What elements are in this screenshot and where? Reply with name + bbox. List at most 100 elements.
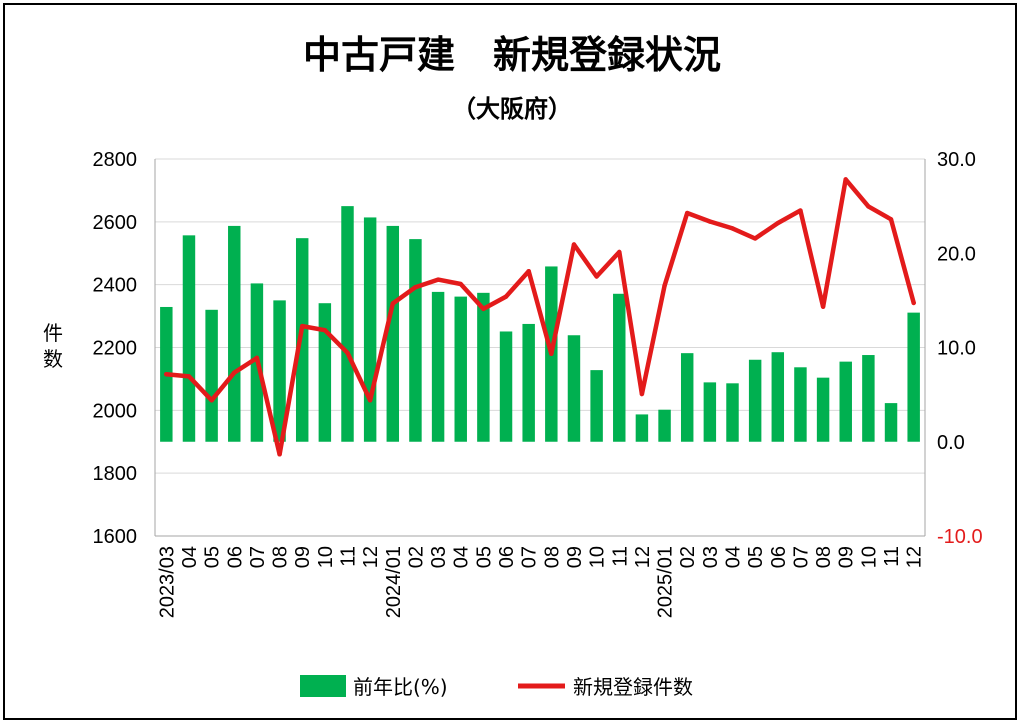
x-tick-label: 08 bbox=[813, 546, 835, 568]
bar bbox=[431, 291, 445, 442]
bar bbox=[907, 312, 920, 442]
line-point bbox=[254, 355, 260, 361]
bar bbox=[680, 353, 694, 442]
bar bbox=[794, 367, 807, 442]
legend-bar-swatch bbox=[300, 675, 346, 697]
line-point bbox=[458, 281, 463, 287]
line-point bbox=[617, 249, 622, 255]
bar bbox=[182, 235, 196, 442]
right-tick-label: 20.0 bbox=[937, 243, 976, 265]
x-tick-label: 10 bbox=[315, 546, 337, 568]
legend: 前年比(%) 新規登録件数 bbox=[300, 675, 693, 699]
line-point bbox=[481, 306, 486, 312]
left-tick-label: 2400 bbox=[93, 275, 138, 297]
bar bbox=[635, 414, 649, 442]
line-point bbox=[571, 242, 577, 247]
bar bbox=[816, 377, 830, 442]
line-point bbox=[866, 204, 871, 209]
bar bbox=[363, 217, 377, 442]
legend-bar-label: 前年比(%) bbox=[353, 675, 448, 699]
right-tick-label: 10.0 bbox=[937, 338, 976, 360]
x-tick-label: 08 bbox=[541, 546, 563, 568]
line-point bbox=[526, 268, 531, 274]
x-tick-label: 04 bbox=[723, 546, 745, 568]
line-point bbox=[186, 374, 192, 379]
x-tick-label: 05 bbox=[745, 546, 767, 568]
x-tick-label: 05 bbox=[202, 546, 224, 568]
line-point bbox=[300, 323, 305, 329]
x-tick-label: 09 bbox=[564, 546, 586, 568]
bar bbox=[590, 370, 603, 442]
bar bbox=[409, 239, 422, 442]
line-point bbox=[775, 220, 780, 226]
line-point bbox=[367, 398, 373, 403]
line-point bbox=[820, 304, 826, 309]
y-axis-label-char: 件 bbox=[43, 321, 63, 345]
x-tick-label: 12 bbox=[632, 546, 654, 568]
x-tick-label: 03 bbox=[700, 546, 722, 568]
x-tick-label: 10 bbox=[858, 546, 880, 568]
left-axis-ticks: 1600 1800 2000 2200 2400 2600 2800 bbox=[93, 149, 138, 548]
left-tick-label: 1800 bbox=[93, 463, 138, 485]
right-tick-label: 30.0 bbox=[937, 149, 976, 171]
line-point bbox=[503, 294, 509, 299]
line-point bbox=[209, 398, 214, 403]
x-tick-label: 04 bbox=[451, 546, 473, 568]
x-tick-label: 04 bbox=[179, 546, 201, 568]
bar bbox=[295, 238, 309, 442]
x-tick-label: 02 bbox=[677, 546, 699, 568]
bar bbox=[658, 409, 671, 442]
chart-title: 中古戸建 新規登録状況 bbox=[303, 33, 721, 77]
bar bbox=[318, 303, 332, 442]
line-path bbox=[164, 177, 916, 457]
line-point bbox=[164, 372, 169, 377]
bar-series bbox=[160, 206, 920, 442]
bar bbox=[703, 382, 717, 442]
left-tick-label: 2600 bbox=[93, 212, 138, 234]
left-tick-label: 1600 bbox=[93, 526, 138, 548]
x-axis-ticks: 2023/03 04 05 06 07 08 09 10 11 12 2024/01 02 03 04 05… bbox=[156, 546, 925, 618]
x-tick-label: 06 bbox=[496, 546, 518, 568]
x-tick-label: 11 bbox=[338, 546, 360, 567]
gridlines bbox=[155, 158, 925, 537]
x-tick-label: 11 bbox=[609, 546, 631, 567]
bar bbox=[228, 225, 241, 442]
y-axis-label: 件数 bbox=[43, 321, 63, 371]
line-point bbox=[730, 226, 735, 231]
bar bbox=[726, 383, 739, 442]
line-point bbox=[911, 300, 916, 306]
line-point bbox=[752, 236, 758, 241]
bar bbox=[386, 225, 400, 442]
x-tick-label: 03 bbox=[428, 546, 450, 568]
x-tick-label: 2023/03 bbox=[156, 546, 178, 618]
line-point bbox=[662, 283, 667, 288]
right-tick-label: 0.0 bbox=[937, 432, 965, 454]
line-point bbox=[435, 277, 441, 282]
line-point bbox=[798, 208, 803, 213]
y-axis-label-char: 数 bbox=[43, 347, 63, 371]
left-tick-label: 2200 bbox=[93, 338, 138, 360]
line-point bbox=[390, 301, 395, 306]
bar bbox=[862, 355, 875, 442]
line-point bbox=[345, 350, 350, 356]
x-tick-label: 05 bbox=[473, 546, 495, 568]
right-axis-ticks: -10.0 0.0 10.0 20.0 30.0 bbox=[937, 149, 983, 548]
x-tick-label: 2025/01 bbox=[655, 546, 677, 618]
line-point bbox=[413, 284, 418, 290]
x-tick-label: 2024/01 bbox=[383, 546, 405, 618]
x-tick-label: 09 bbox=[292, 546, 314, 568]
line-point bbox=[594, 274, 599, 279]
x-tick-label: 10 bbox=[587, 546, 609, 568]
bar bbox=[454, 296, 467, 442]
x-tick-label: 12 bbox=[904, 546, 926, 568]
bar bbox=[613, 293, 626, 442]
x-tick-label: 07 bbox=[247, 546, 269, 568]
x-tick-label: 06 bbox=[768, 546, 790, 568]
x-tick-label: 09 bbox=[836, 546, 858, 568]
bar bbox=[748, 359, 762, 442]
line-point bbox=[549, 351, 554, 356]
bar bbox=[205, 309, 218, 442]
line-point bbox=[707, 219, 713, 224]
x-tick-label: 11 bbox=[881, 546, 903, 567]
